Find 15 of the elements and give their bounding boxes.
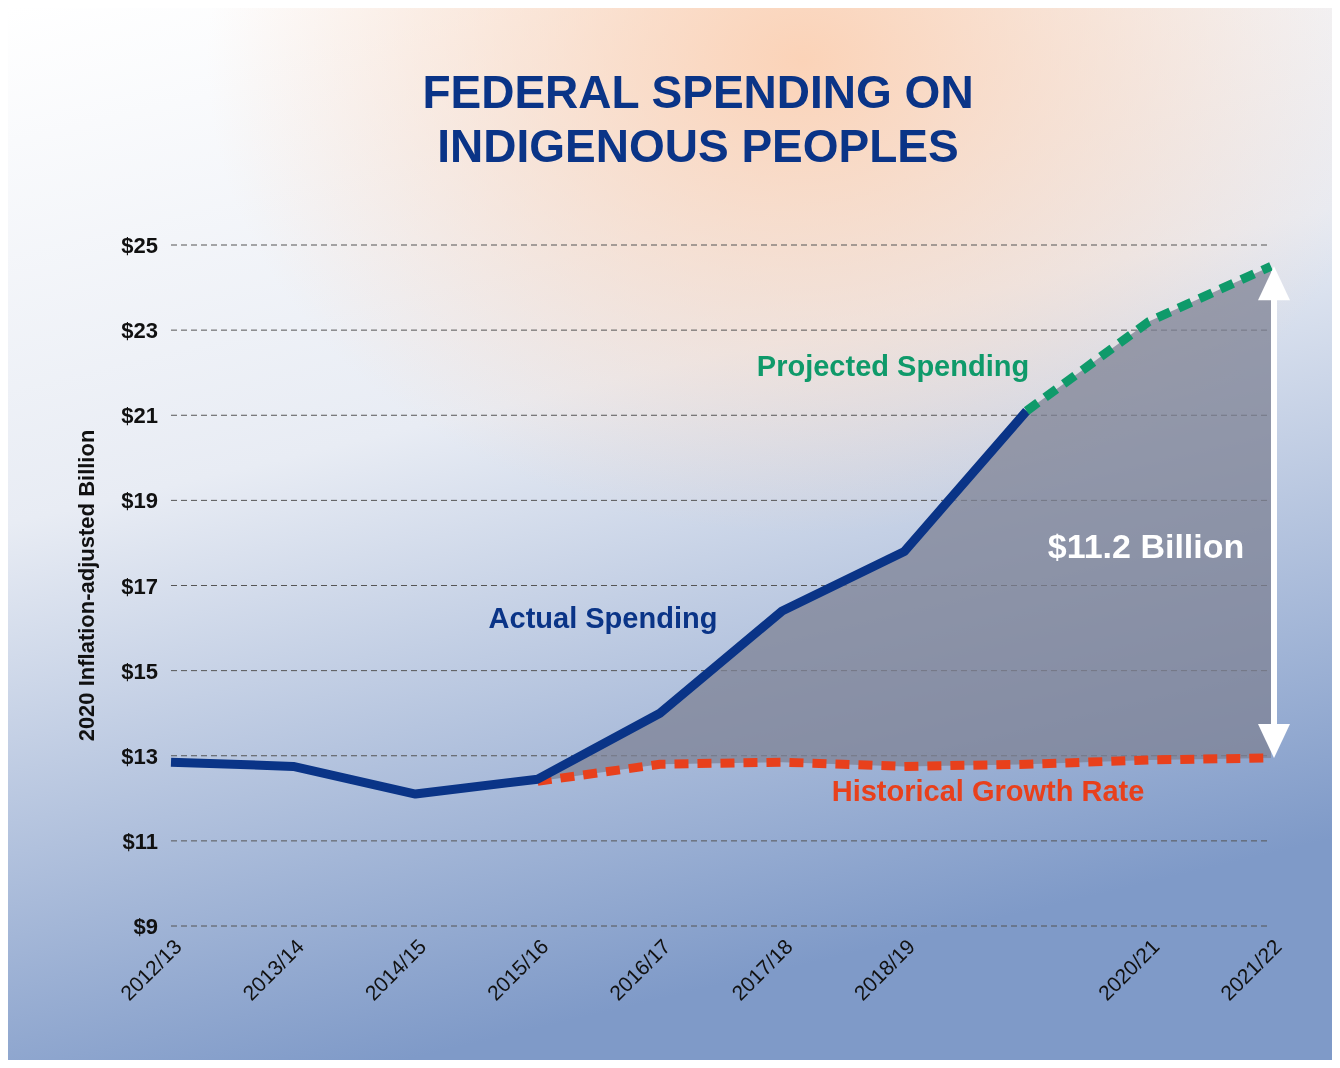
series-label: Projected Spending — [756, 350, 1030, 382]
y-tick-label: $25 — [121, 233, 158, 258]
y-tick-label: $11 — [122, 828, 158, 854]
y-tick-label: $23 — [121, 318, 158, 344]
y-tick-label: $21 — [121, 403, 158, 429]
series-label: Historical Growth Rate — [831, 775, 1145, 807]
y-axis-title: 2020 Inflation-adjusted Billion — [74, 429, 99, 742]
y-tick-label: $13 — [121, 743, 158, 769]
chart-title: FEDERAL SPENDING ON INDIGENOUS PEOPLES — [422, 66, 974, 172]
y-tick-label: $17 — [121, 573, 158, 599]
y-tick-label: $19 — [121, 488, 158, 514]
y-tick-label: $15 — [121, 658, 158, 684]
y-tick-label: $9 — [133, 914, 158, 939]
series-label: Actual Spending — [488, 602, 718, 634]
annotation: $11.2 Billion — [1047, 527, 1245, 565]
